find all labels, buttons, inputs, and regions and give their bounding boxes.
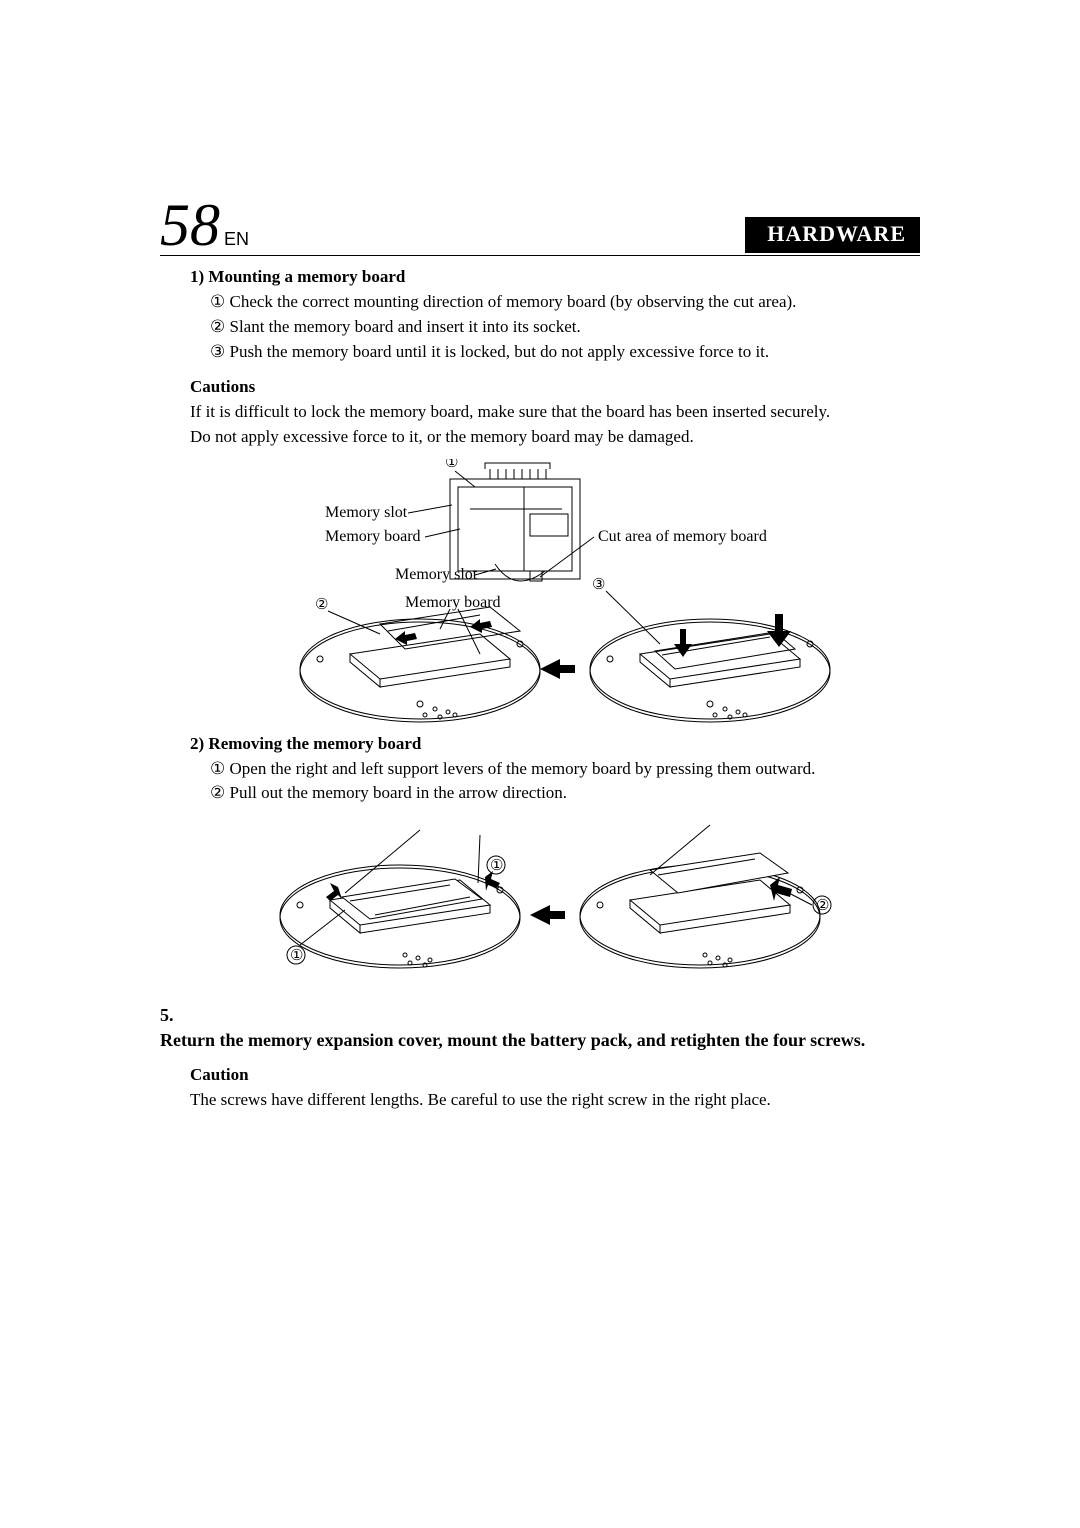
label-memory-slot-2: Memory slot [395,566,478,583]
removing-heading: 2) Removing the memory board [190,733,920,756]
diagram-removing: ① ① [230,815,850,985]
label-memory-board-2: Memory board [405,594,501,611]
page-number: 58 EN [160,195,249,255]
label2-c1b: ① [490,857,503,874]
page-lang: EN [224,230,249,254]
caution-label: Caution [190,1064,920,1087]
page-number-value: 58 [160,195,220,255]
label-memory-board-1: Memory board [325,528,421,545]
mounting-step-2: ② Slant the memory board and insert it i… [210,316,920,339]
content: 1) Mounting a memory board ① Check the c… [160,266,920,1112]
arrow-icon [540,659,575,679]
arrow-icon [530,905,565,925]
label-c2: ② [315,596,328,613]
label-c1: ① [445,459,458,471]
cautions-text-2: Do not apply excessive force to it, or t… [190,426,920,449]
cautions-label: Cautions [190,376,920,399]
diagram-mounting: ① Memory slot Memory board Cut area of m… [230,459,850,729]
section-removing: 2) Removing the memory board ① Open the … [190,733,920,806]
removing-step-2: ② Pull out the memory board in the arrow… [210,782,920,805]
label-memory-slot-1: Memory slot [325,504,408,521]
label-c3: ③ [592,576,605,593]
label2-c2: ② [816,897,829,914]
page-header: 58 EN HARDWARE [160,195,920,256]
section-5-text: Return the memory expansion cover, mount… [160,1028,890,1052]
section-mounting: 1) Mounting a memory board ① Check the c… [190,266,920,364]
caution-body: The screws have different lengths. Be ca… [190,1089,920,1112]
section-title: HARDWARE [745,217,920,253]
label-cut-area: Cut area of memory board [598,528,767,545]
removing-step-1: ① Open the right and left support levers… [210,758,920,781]
label2-c1a: ① [290,947,303,964]
section-5-number: 5. [160,1003,186,1027]
cautions-block: Cautions If it is difficult to lock the … [190,376,920,449]
mounting-step-3: ③ Push the memory board until it is lock… [210,341,920,364]
mounting-step-1: ① Check the correct mounting direction o… [210,291,920,314]
mounting-heading: 1) Mounting a memory board [190,266,920,289]
section-5: 5. Return the memory expansion cover, mo… [160,1003,920,1052]
cautions-text-1: If it is difficult to lock the memory bo… [190,401,920,424]
